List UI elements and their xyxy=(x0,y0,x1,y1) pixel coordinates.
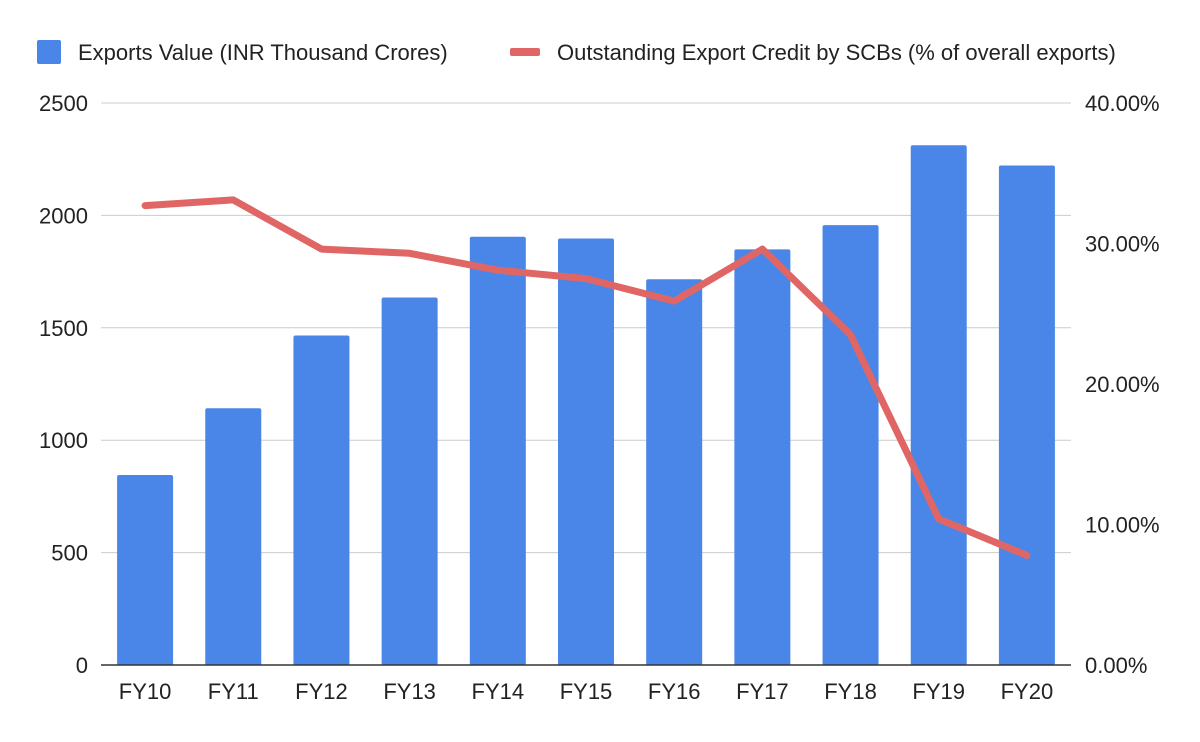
legend: Exports Value (INR Thousand Crores) Outs… xyxy=(37,40,1116,65)
y-left-tick-label: 2500 xyxy=(39,91,88,116)
x-tick-label: FY14 xyxy=(472,679,525,704)
x-tick-label: FY13 xyxy=(383,679,436,704)
y-left-tick-label: 1500 xyxy=(39,316,88,341)
y-left-tick-label: 500 xyxy=(51,541,88,566)
x-tick-label: FY16 xyxy=(648,679,701,704)
bar-fy15 xyxy=(558,238,614,666)
bar-fy12 xyxy=(293,335,350,665)
bar-fy18 xyxy=(822,225,879,665)
legend-item-credit: Outstanding Export Credit by SCBs (% of … xyxy=(510,40,1116,65)
x-tick-label: FY12 xyxy=(295,679,348,704)
y-axis-right-ticks: 0.00% 10.00% 20.00% 30.00% 40.00% xyxy=(1085,91,1160,678)
x-tick-label: FY19 xyxy=(912,679,965,704)
y-right-tick-label: 20.00% xyxy=(1085,372,1160,397)
credit-line xyxy=(141,196,1031,559)
y-left-tick-label: 2000 xyxy=(39,203,88,228)
x-tick-label: FY20 xyxy=(1001,679,1054,704)
y-left-tick-label: 1000 xyxy=(39,428,88,453)
legend-swatch-credit xyxy=(510,48,540,56)
bar-fy10 xyxy=(117,475,174,665)
bar-fy20 xyxy=(998,165,1055,666)
y-axis-left-ticks: 0 500 1000 1500 2000 2500 xyxy=(39,91,88,678)
legend-swatch-exports xyxy=(37,40,61,64)
y-right-tick-label: 30.00% xyxy=(1085,232,1160,257)
bar-series xyxy=(117,145,1055,666)
x-tick-label: FY11 xyxy=(208,679,259,704)
x-tick-label: FY10 xyxy=(119,679,172,704)
y-right-tick-label: 10.00% xyxy=(1085,513,1160,538)
bar-fy13 xyxy=(381,297,438,665)
bar-fy11 xyxy=(205,408,262,665)
legend-label-exports: Exports Value (INR Thousand Crores) xyxy=(78,40,448,65)
bar-fy19 xyxy=(910,145,967,666)
y-left-tick-label: 0 xyxy=(76,653,88,678)
bar-fy14 xyxy=(469,236,526,666)
legend-item-exports: Exports Value (INR Thousand Crores) xyxy=(37,40,448,65)
x-tick-label: FY17 xyxy=(736,679,789,704)
bar-fy17 xyxy=(734,249,791,666)
x-tick-label: FY18 xyxy=(824,679,877,704)
x-axis-ticks: FY10 FY11 FY12 FY13 FY14 FY15 FY16 FY17 FY18 FY19… xyxy=(119,679,1053,704)
y-right-tick-label: 0.00% xyxy=(1085,653,1147,678)
legend-label-credit: Outstanding Export Credit by SCBs (% of … xyxy=(557,40,1116,65)
x-tick-label: FY15 xyxy=(560,679,613,704)
bar-fy16 xyxy=(646,279,703,665)
y-right-tick-label: 40.00% xyxy=(1085,91,1160,116)
